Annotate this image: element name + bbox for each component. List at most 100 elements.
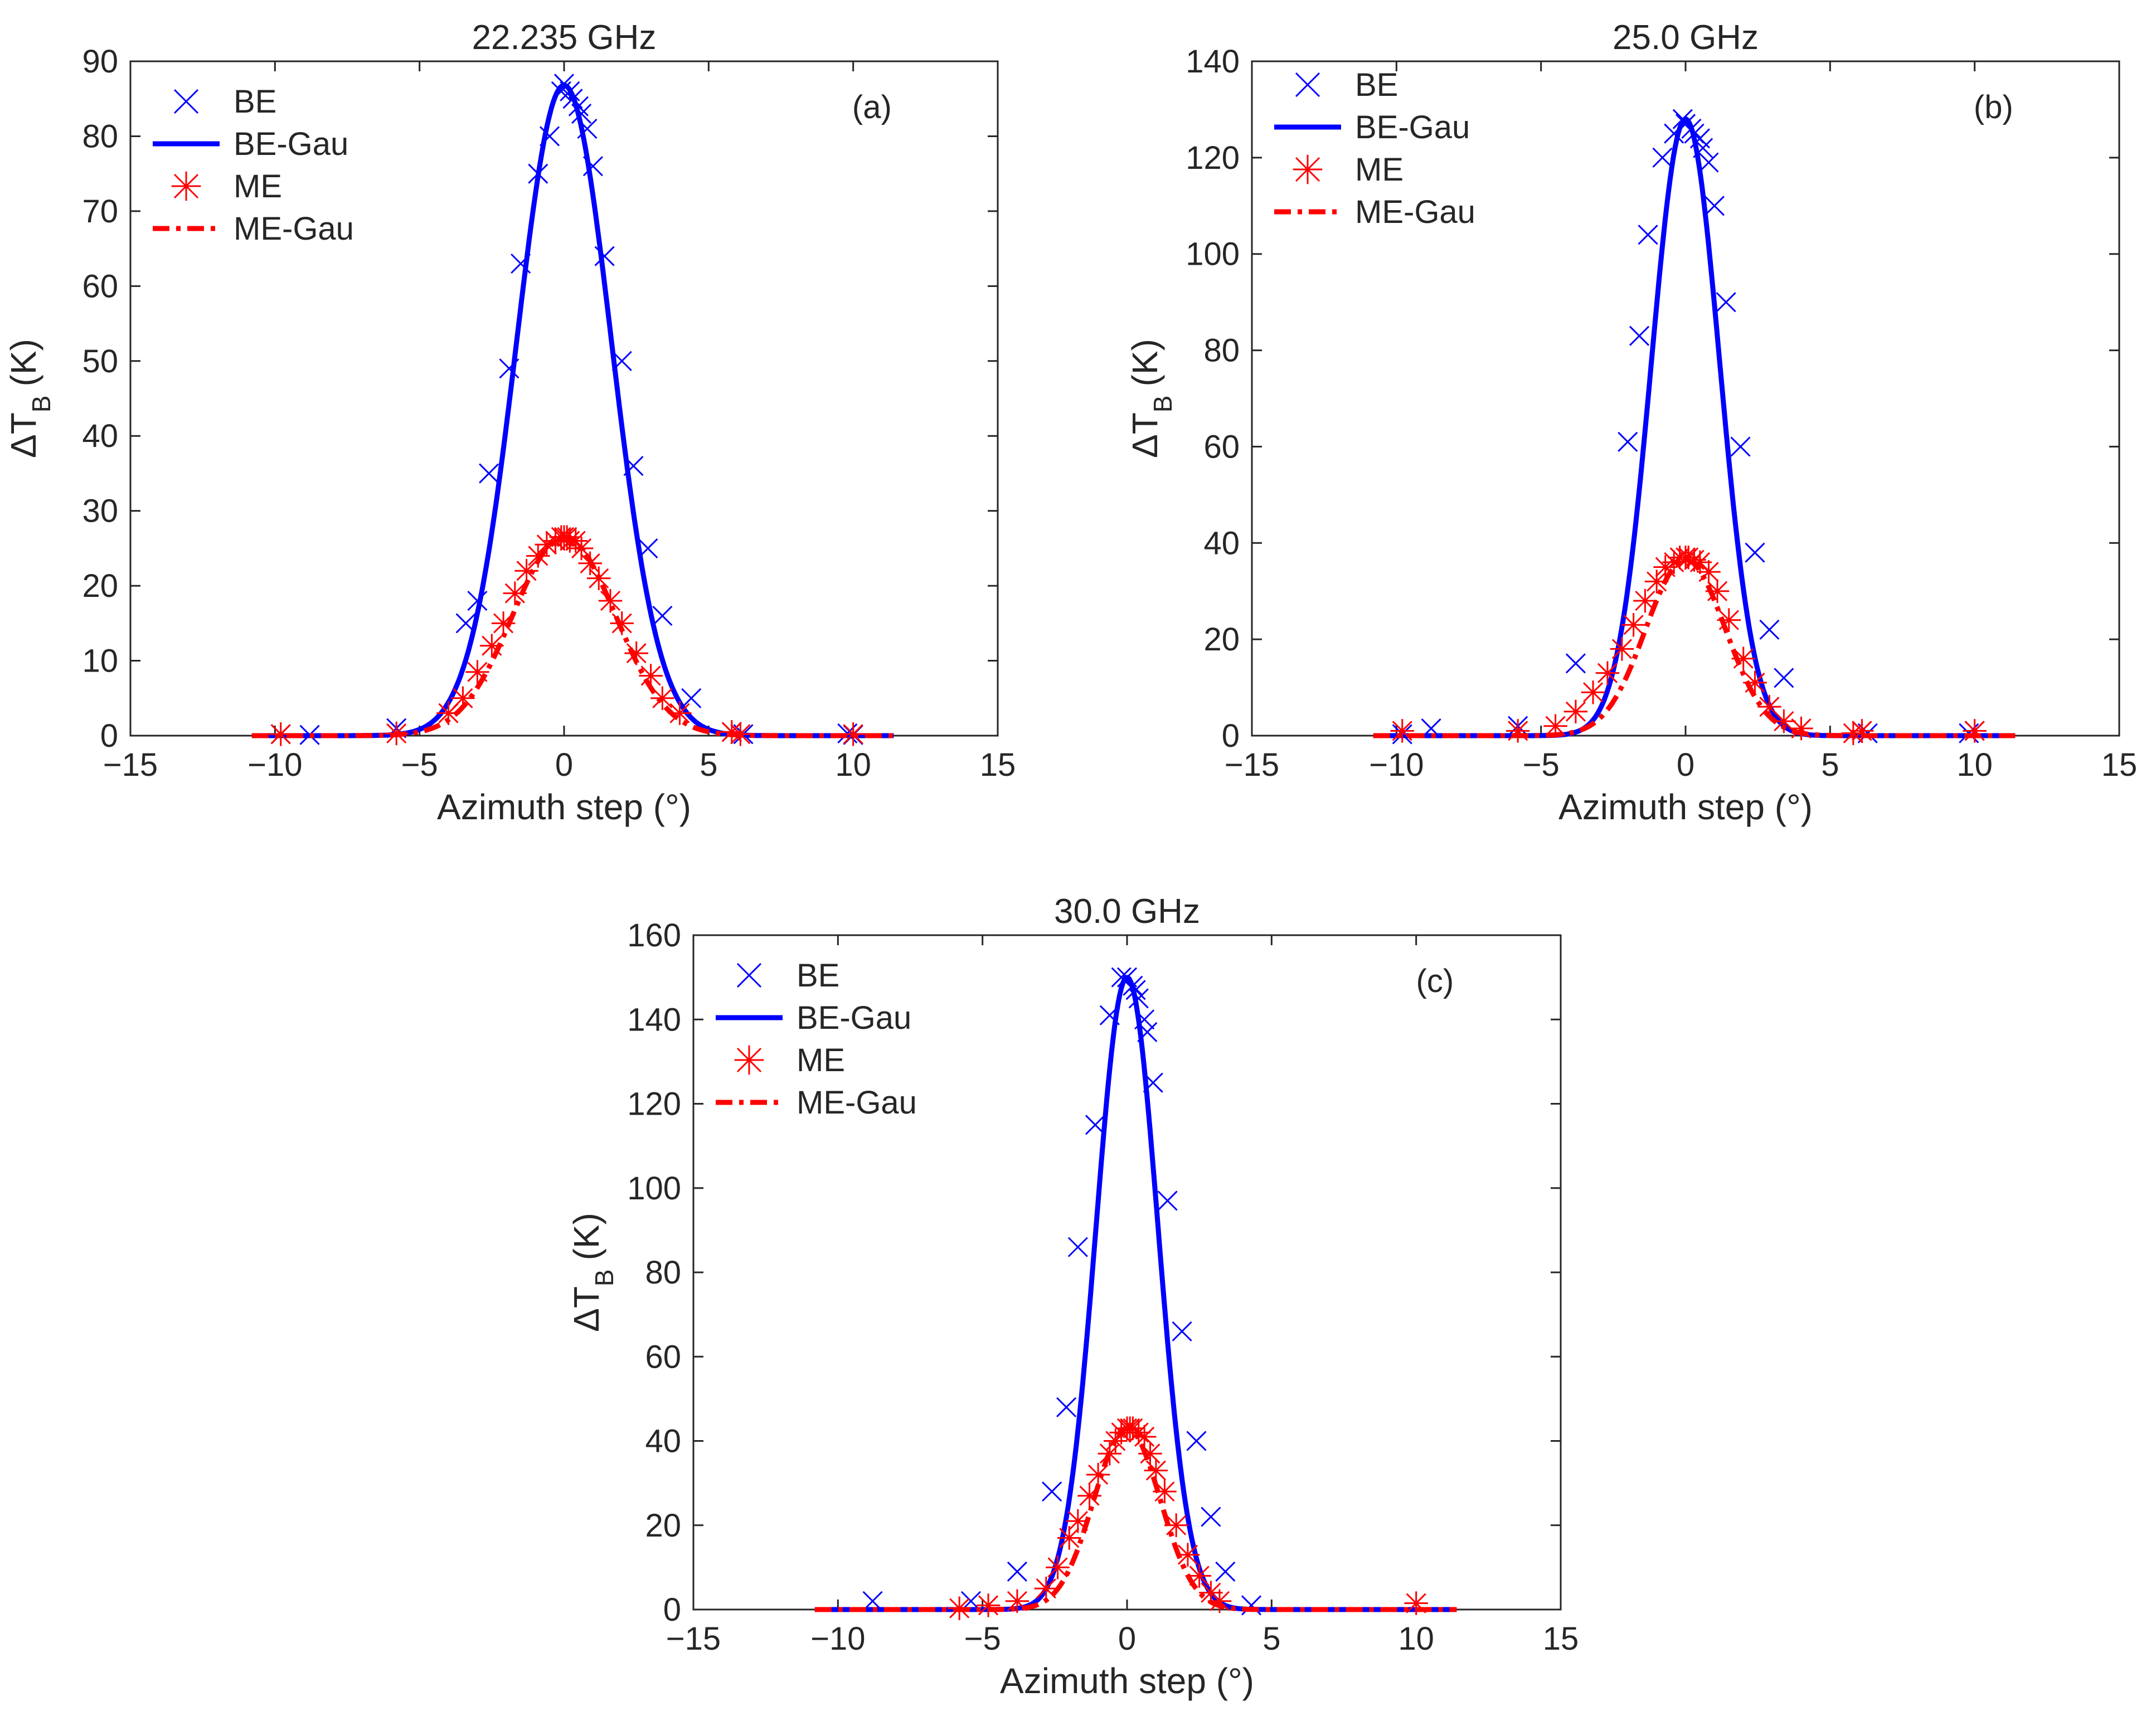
x-tick-label: 10	[1956, 747, 1993, 783]
legend-swatch	[1293, 154, 1323, 184]
data-point	[1506, 719, 1530, 743]
chart-title: 25.0 GHz	[1613, 18, 1759, 57]
y-tick-label: 30	[82, 493, 118, 529]
y-axis-label-subscript: B	[27, 395, 56, 412]
legend-item: BE	[1295, 67, 1398, 103]
x-tick-label: 15	[1543, 1621, 1579, 1657]
data-point	[1618, 431, 1638, 452]
legend-label: ME	[1355, 152, 1404, 188]
data-point	[1638, 225, 1658, 245]
x-axis-label: Azimuth step (°)	[1000, 1661, 1254, 1701]
y-axis-label: ΔTB (K)	[566, 1213, 619, 1332]
y-axis-label-main: ΔT	[566, 1286, 606, 1332]
data-point	[269, 722, 293, 746]
data-point	[1774, 668, 1794, 688]
y-axis-label-unit: (K)	[3, 339, 43, 386]
legend-item: BE	[173, 84, 276, 120]
data-point	[976, 1593, 1001, 1617]
legend-label: BE-Gau	[1355, 109, 1470, 145]
data-point	[1850, 719, 1874, 743]
y-tick-label: 40	[645, 1423, 681, 1460]
x-tick-label: 0	[1677, 747, 1694, 783]
y-tick-label: 90	[82, 43, 118, 80]
x-axis-label: Azimuth step (°)	[1558, 787, 1813, 827]
data-point	[1745, 542, 1765, 563]
data-point	[1067, 1237, 1088, 1257]
x-tick-label: −15	[1225, 747, 1279, 783]
y-tick-label: 10	[82, 643, 118, 679]
y-tick-label: 140	[627, 1002, 681, 1038]
data-point	[1056, 1397, 1077, 1418]
y-tick-label: 80	[645, 1255, 681, 1291]
data-point	[1610, 637, 1634, 661]
legend-label: BE	[234, 84, 276, 120]
legend-label: ME	[797, 1042, 845, 1078]
y-axis-label-unit: (K)	[566, 1213, 606, 1260]
y-tick-label: 60	[1203, 429, 1240, 465]
y-tick-label: 140	[1186, 43, 1240, 80]
legend-swatch	[734, 1045, 764, 1075]
data-point	[1563, 699, 1588, 724]
y-tick-label: 0	[663, 1592, 681, 1628]
data-point	[1215, 1561, 1236, 1582]
series-me-gau	[814, 1426, 1457, 1612]
y-tick-label: 20	[1203, 621, 1240, 658]
data-point	[1716, 292, 1736, 313]
x-tick-label: 10	[835, 747, 871, 783]
data-point	[1652, 147, 1673, 168]
y-tick-label: 40	[1203, 525, 1240, 561]
x-tick-label: −5	[964, 1621, 1001, 1657]
y-tick-label: 20	[82, 568, 118, 604]
panel-label: (a)	[852, 89, 892, 125]
series-be	[862, 967, 1262, 1616]
data-point	[1595, 661, 1620, 685]
legend-item: ME	[734, 1042, 845, 1078]
y-axis-label-main: ΔT	[3, 412, 43, 458]
y-tick-label: 120	[1186, 140, 1240, 176]
y-tick-label: 40	[82, 418, 118, 454]
line-me-gau	[814, 1426, 1457, 1612]
x-tick-label: −5	[1523, 747, 1560, 783]
y-tick-label: 80	[1203, 333, 1240, 369]
chart-panel-b: −15 −10 −5 0 5 10 15 0 20 40 60 80 100 120 140 25.0 GHz…	[1125, 18, 2137, 827]
data-point	[1007, 1561, 1027, 1582]
data-point	[1086, 1462, 1110, 1487]
y-tick-label: 0	[100, 718, 118, 754]
legend-label: BE-Gau	[797, 1000, 911, 1036]
x-tick-label: 15	[2101, 747, 2138, 783]
x-axis-label: Azimuth step (°)	[437, 787, 691, 827]
y-tick-label: 80	[82, 118, 118, 154]
y-axis-label-subscript: B	[1148, 395, 1177, 412]
x-tick-label: 5	[1262, 1621, 1280, 1657]
x-tick-label: −15	[103, 747, 158, 783]
line-me-gau	[1373, 557, 2016, 738]
data-point	[1157, 1190, 1178, 1211]
data-point	[1034, 1576, 1058, 1601]
chart-title: 22.235 GHz	[472, 18, 657, 57]
y-axis-label-subscript: B	[590, 1269, 619, 1286]
legend-item: ME-Gau	[716, 1085, 917, 1121]
x-tick-label: 10	[1398, 1621, 1434, 1657]
series-me-gau	[1373, 557, 2016, 738]
legend-item: BE-Gau	[716, 1000, 911, 1036]
data-point	[1042, 1481, 1062, 1502]
y-axis-label: ΔTB (K)	[1125, 339, 1177, 458]
line-me-gau	[251, 534, 894, 738]
data-point	[514, 558, 538, 583]
x-tick-label: 15	[980, 747, 1016, 783]
x-tick-label: −10	[1369, 747, 1424, 783]
legend-item: BE	[736, 957, 839, 994]
x-tick-label: −15	[666, 1621, 721, 1657]
series-me	[1390, 545, 1987, 745]
y-axis-label: ΔTB (K)	[3, 339, 56, 458]
legend-item: BE-Gau	[1274, 109, 1470, 145]
chart-title: 30.0 GHz	[1054, 892, 1200, 931]
x-tick-label: 0	[555, 747, 573, 783]
svg-text:ΔTB(K): ΔTB (K)	[566, 1213, 619, 1332]
chart-panel-c: −15 −10 −5 0 5 10 15 0 20 40 60 80 100 120 140 160 30.0 …	[566, 892, 1579, 1701]
data-point	[1581, 680, 1605, 704]
data-point	[681, 688, 702, 708]
legend-item: ME	[171, 168, 282, 205]
